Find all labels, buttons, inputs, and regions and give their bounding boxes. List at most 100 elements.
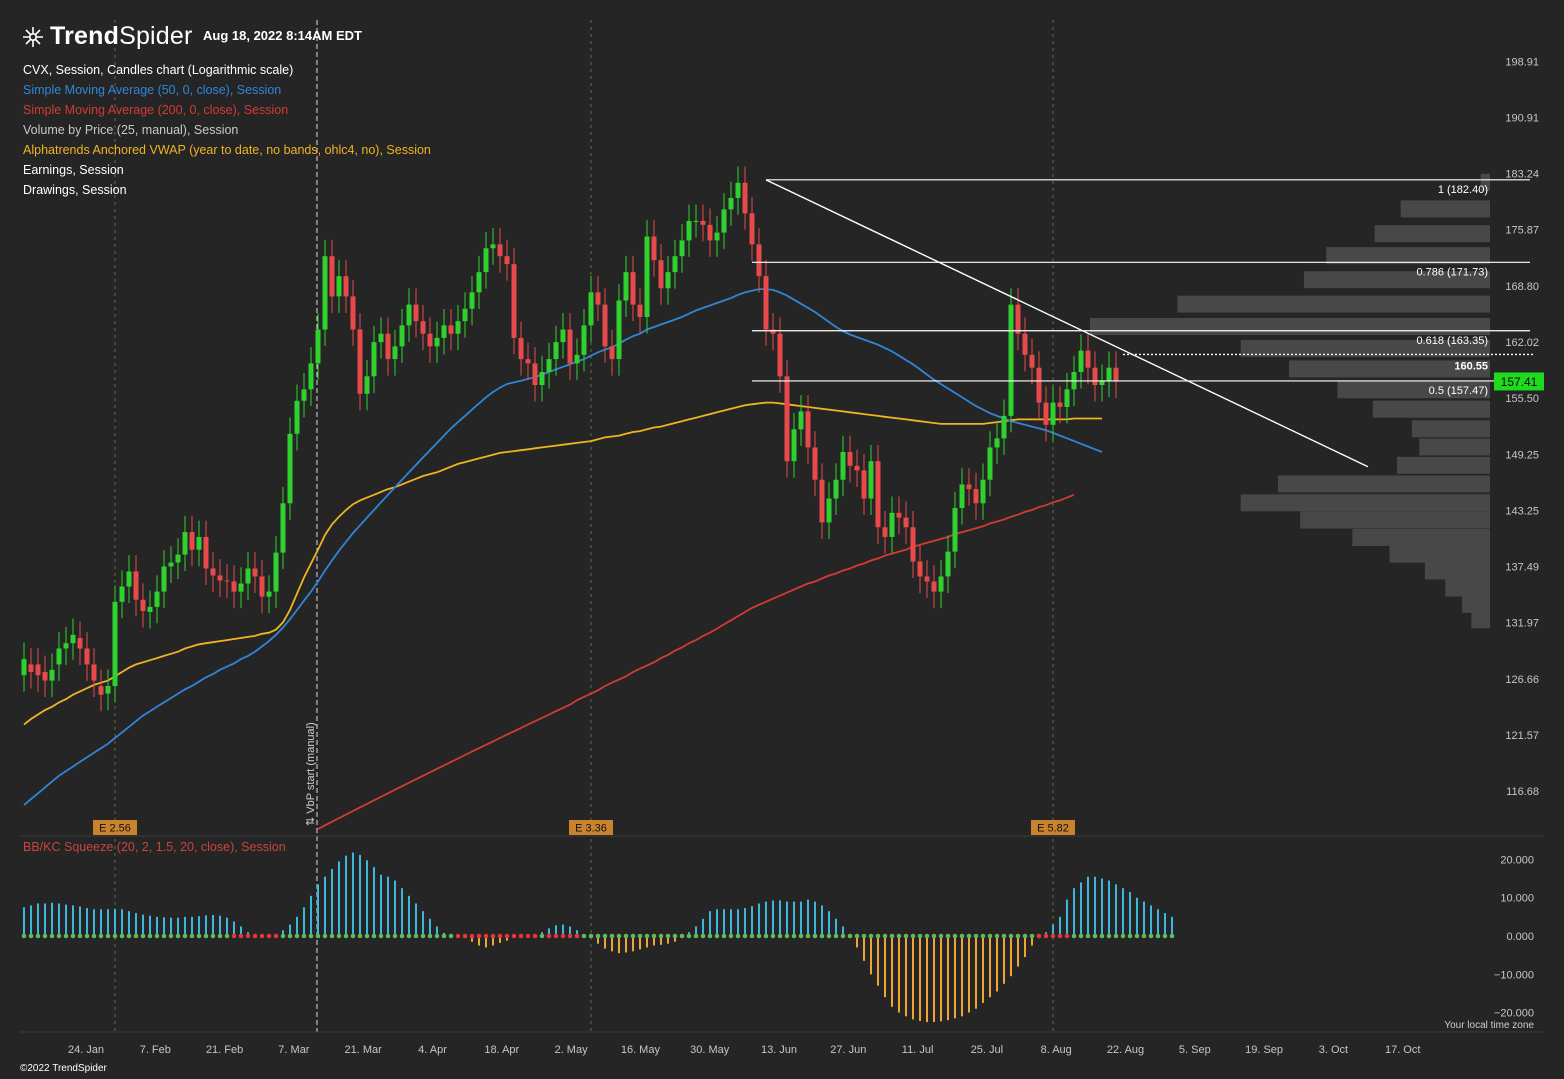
candle[interactable] bbox=[343, 259, 349, 313]
candle[interactable] bbox=[490, 228, 496, 265]
candle[interactable] bbox=[735, 166, 741, 215]
candle-body[interactable] bbox=[560, 329, 566, 343]
candle[interactable] bbox=[819, 463, 825, 539]
candle[interactable] bbox=[1057, 386, 1063, 424]
last-price-badge[interactable] bbox=[1494, 372, 1544, 391]
candle-body[interactable] bbox=[273, 552, 279, 592]
candle[interactable] bbox=[105, 669, 111, 711]
candle[interactable] bbox=[637, 288, 643, 334]
candle-body[interactable] bbox=[812, 447, 818, 480]
candle-body[interactable] bbox=[966, 484, 972, 490]
candle-body[interactable] bbox=[602, 304, 608, 347]
candle[interactable] bbox=[42, 655, 48, 698]
candle-body[interactable] bbox=[224, 580, 230, 582]
oscillator-legend[interactable]: BB/KC Squeeze (20, 2, 1.5, 20, close), S… bbox=[23, 840, 286, 854]
candle[interactable] bbox=[644, 220, 650, 334]
candle[interactable] bbox=[609, 330, 615, 376]
candle[interactable] bbox=[798, 395, 804, 446]
candle-body[interactable] bbox=[742, 182, 748, 214]
candle-body[interactable] bbox=[770, 329, 776, 334]
candle[interactable] bbox=[532, 347, 538, 402]
candle[interactable] bbox=[714, 216, 720, 257]
legend-item[interactable]: Volume by Price (25, manual), Session bbox=[23, 123, 239, 137]
candle-body[interactable] bbox=[308, 363, 314, 390]
candle[interactable] bbox=[119, 570, 125, 619]
candle[interactable] bbox=[931, 565, 937, 609]
candle-body[interactable] bbox=[889, 512, 895, 537]
candle-body[interactable] bbox=[910, 527, 916, 562]
earnings-badge[interactable] bbox=[93, 820, 137, 835]
candle[interactable] bbox=[378, 317, 384, 359]
candle[interactable] bbox=[1043, 386, 1049, 442]
candle[interactable] bbox=[784, 360, 790, 478]
candle-body[interactable] bbox=[1008, 304, 1014, 416]
candle-body[interactable] bbox=[329, 256, 335, 297]
candle[interactable] bbox=[420, 304, 426, 351]
candle-body[interactable] bbox=[182, 532, 188, 555]
candle[interactable] bbox=[427, 317, 433, 363]
candle-body[interactable] bbox=[371, 342, 377, 377]
candle-body[interactable] bbox=[196, 536, 202, 550]
candle-body[interactable] bbox=[525, 359, 531, 364]
candle-body[interactable] bbox=[98, 685, 104, 695]
candle[interactable] bbox=[882, 510, 888, 554]
candle-body[interactable] bbox=[707, 224, 713, 241]
candle-body[interactable] bbox=[385, 333, 391, 360]
candle-body[interactable] bbox=[658, 260, 664, 289]
candle[interactable] bbox=[385, 317, 391, 376]
candle[interactable] bbox=[567, 313, 573, 380]
candle[interactable] bbox=[525, 342, 531, 380]
candle-body[interactable] bbox=[392, 346, 398, 360]
candle-body[interactable] bbox=[336, 276, 342, 297]
legend-item[interactable]: Alphatrends Anchored VWAP (year to date,… bbox=[23, 143, 431, 157]
candle-body[interactable] bbox=[35, 664, 41, 676]
candle-body[interactable] bbox=[259, 576, 265, 597]
candle-body[interactable] bbox=[721, 209, 727, 233]
candle-body[interactable] bbox=[1099, 380, 1105, 386]
candle[interactable] bbox=[350, 280, 356, 347]
candle[interactable] bbox=[511, 247, 517, 355]
candle[interactable] bbox=[497, 228, 503, 273]
candle[interactable] bbox=[147, 590, 153, 629]
candle[interactable] bbox=[707, 208, 713, 257]
legend-item[interactable]: CVX, Session, Candles chart (Logarithmic… bbox=[23, 63, 294, 77]
candle[interactable] bbox=[987, 431, 993, 497]
candle-body[interactable] bbox=[987, 447, 993, 480]
candle-body[interactable] bbox=[210, 568, 216, 576]
candle-body[interactable] bbox=[70, 634, 76, 644]
candle-body[interactable] bbox=[21, 659, 27, 676]
candle[interactable] bbox=[833, 463, 839, 516]
candle-body[interactable] bbox=[791, 429, 797, 462]
candle-body[interactable] bbox=[490, 244, 496, 249]
candle[interactable] bbox=[161, 550, 167, 609]
candle-body[interactable] bbox=[952, 508, 958, 552]
candle-body[interactable] bbox=[854, 465, 860, 471]
candle-body[interactable] bbox=[896, 512, 902, 518]
candle[interactable] bbox=[133, 555, 139, 617]
candle-body[interactable] bbox=[399, 325, 405, 347]
candle-body[interactable] bbox=[469, 292, 475, 309]
candle[interactable] bbox=[329, 239, 335, 313]
candle[interactable] bbox=[840, 435, 846, 497]
trend-line[interactable] bbox=[765, 179, 1369, 468]
candle-body[interactable] bbox=[343, 276, 349, 297]
candle-body[interactable] bbox=[1022, 333, 1028, 355]
candle[interactable] bbox=[770, 313, 776, 351]
candle-body[interactable] bbox=[483, 248, 489, 273]
candle[interactable] bbox=[756, 228, 762, 293]
candle-body[interactable] bbox=[686, 220, 692, 241]
candle-body[interactable] bbox=[931, 581, 937, 592]
candle[interactable] bbox=[749, 196, 755, 261]
candle[interactable] bbox=[560, 313, 566, 359]
candle[interactable] bbox=[301, 373, 307, 418]
candle[interactable] bbox=[1092, 351, 1098, 402]
candle-body[interactable] bbox=[973, 489, 979, 504]
candle[interactable] bbox=[728, 181, 734, 226]
candle-body[interactable] bbox=[833, 479, 839, 499]
candle-body[interactable] bbox=[364, 376, 370, 394]
candle-body[interactable] bbox=[595, 292, 601, 305]
candle-body[interactable] bbox=[462, 308, 468, 322]
candle-body[interactable] bbox=[49, 669, 55, 681]
candle-body[interactable] bbox=[1106, 367, 1112, 381]
